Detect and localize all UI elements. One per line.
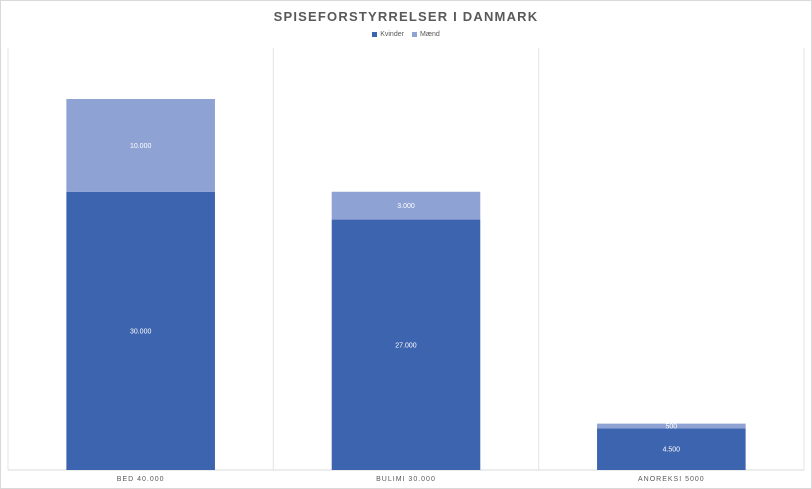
data-label-maend-0: 10.000 [130, 143, 152, 150]
data-label-kvinder-2: 4.500 [663, 447, 681, 454]
bar-kvinder-2 [597, 428, 746, 470]
bar-maend-0 [66, 99, 215, 192]
bar-maend-1 [331, 191, 481, 220]
data-label-kvinder-0: 30.000 [130, 328, 152, 335]
legend-swatch-kvinder [372, 32, 378, 37]
bar-kvinder-0 [66, 191, 215, 470]
data-label-maend-1: 3.000 [397, 203, 415, 210]
chart-title: SPISEFORSTYRRELSER I DANMARK [273, 9, 539, 24]
data-label-maend-2: 500 [665, 423, 677, 430]
category-label-2: ANOREKSI 5000 [638, 476, 705, 483]
category-label-0: BED 40.000 [117, 476, 165, 483]
legend-swatch-maend [411, 32, 417, 37]
legend-label-kvinder: Kvinder [380, 31, 404, 38]
legend-item-kvinder: Kvinder [372, 31, 404, 38]
bar-maend-2 [597, 423, 746, 429]
bar-kvinder-1 [331, 219, 481, 470]
data-label-kvinder-1: 27.000 [395, 342, 417, 349]
category-label-1: BULIMI 30.000 [376, 476, 436, 483]
legend-label-maend: Mænd [419, 31, 440, 38]
chart-legend: Kvinder Mænd [0, 31, 812, 38]
legend-item-maend: Mænd [411, 31, 440, 38]
